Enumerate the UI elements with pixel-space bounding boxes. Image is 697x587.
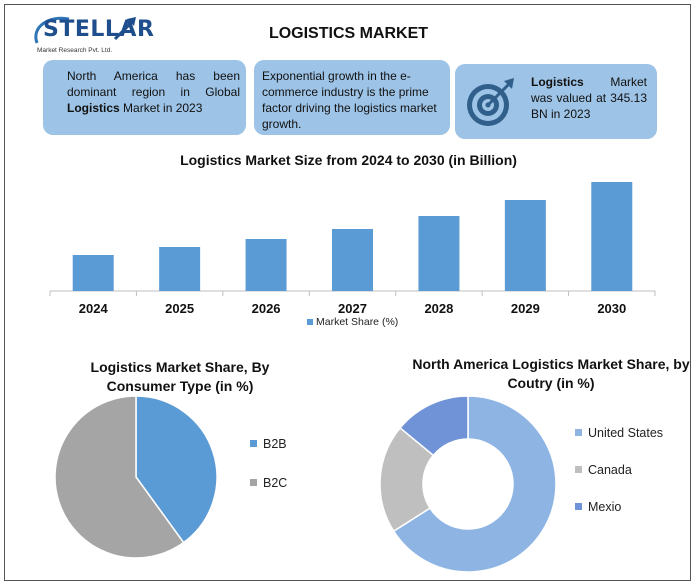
country-donut-slice-mexio xyxy=(399,395,469,457)
country-donut-legend-swatch xyxy=(575,429,582,436)
x-tick-label-2024: 2024 xyxy=(79,301,109,316)
country-donut-legend-label: Mexio xyxy=(588,500,621,514)
country-donut-legend-swatch xyxy=(575,466,582,473)
bar-2030 xyxy=(591,182,633,291)
bar-2025 xyxy=(159,247,201,291)
infographic-frame: STELLAR Market Research Pvt. Ltd. LOGIST… xyxy=(4,4,691,581)
x-tick-label-2028: 2028 xyxy=(424,301,453,316)
x-tick-label-2029: 2029 xyxy=(511,301,540,316)
brand-tagline: Market Research Pvt. Ltd. xyxy=(37,47,113,54)
country-donut-legend-label: Canada xyxy=(588,463,632,477)
info-text: Exponential growth in the e-commerce ind… xyxy=(262,69,437,131)
x-tick-label-2026: 2026 xyxy=(252,301,281,316)
page-title: LOGISTICS MARKET xyxy=(268,25,429,42)
legend-label-market-share: Market Share (%) xyxy=(316,316,398,328)
consumer-pie-legend-label: B2B xyxy=(263,437,287,451)
country-donut-title: North America Logistics Market Share, by… xyxy=(412,356,690,391)
consumer-pie-legend-swatch xyxy=(250,440,257,447)
info-text: Market was valued at 345.13 BN in 2023 xyxy=(531,75,647,121)
info-text-bold: Logistics xyxy=(531,75,584,89)
country-donut-legend-swatch xyxy=(575,503,582,510)
bar-2029 xyxy=(504,200,546,291)
x-tick-label-2030: 2030 xyxy=(597,301,626,316)
legend-swatch-market-share xyxy=(307,319,313,325)
stellar-logo: STELLAR Market Research Pvt. Ltd. xyxy=(29,13,154,61)
country-donut-legend-label: United States xyxy=(588,426,663,440)
x-tick-label-2027: 2027 xyxy=(338,301,367,316)
bar-2027 xyxy=(332,229,373,291)
bar-chart-title: Logistics Market Size from 2024 to 2030 … xyxy=(180,152,517,168)
info-text: North America has been dominant region i… xyxy=(67,69,240,99)
target-icon xyxy=(467,78,514,126)
consumer-pie-title: Logistics Market Share, By Consumer Type… xyxy=(90,359,270,394)
consumer-pie-legend-swatch xyxy=(250,479,257,486)
consumer-pie-legend-label: B2C xyxy=(263,476,287,490)
info-text-bold: Logistics xyxy=(67,101,120,115)
logo-swoosh-icon xyxy=(34,16,136,44)
info-text: Market in 2023 xyxy=(119,101,203,115)
info-box-market-value: Logistics Market was valued at 345.13 BN… xyxy=(455,64,657,139)
x-tick-label-2025: 2025 xyxy=(165,301,194,316)
charts-canvas: 2024 2025 2026 2027 2028 2029 2030 Market Share… xyxy=(49,182,663,573)
brand-name: STELLAR xyxy=(43,17,155,42)
info-box-growth-driver: Exponential growth in the e-commerce ind… xyxy=(254,60,450,135)
bar-2024 xyxy=(72,255,114,291)
country-donut-slice-united-states xyxy=(392,395,557,573)
consumer-pie-slice-b2b xyxy=(135,395,218,544)
bar-2028 xyxy=(418,216,460,291)
consumer-pie-slice-b2c xyxy=(54,395,185,559)
info-box-dominant-region: North America has been dominant region i… xyxy=(43,60,246,135)
bar-2026 xyxy=(245,239,287,291)
